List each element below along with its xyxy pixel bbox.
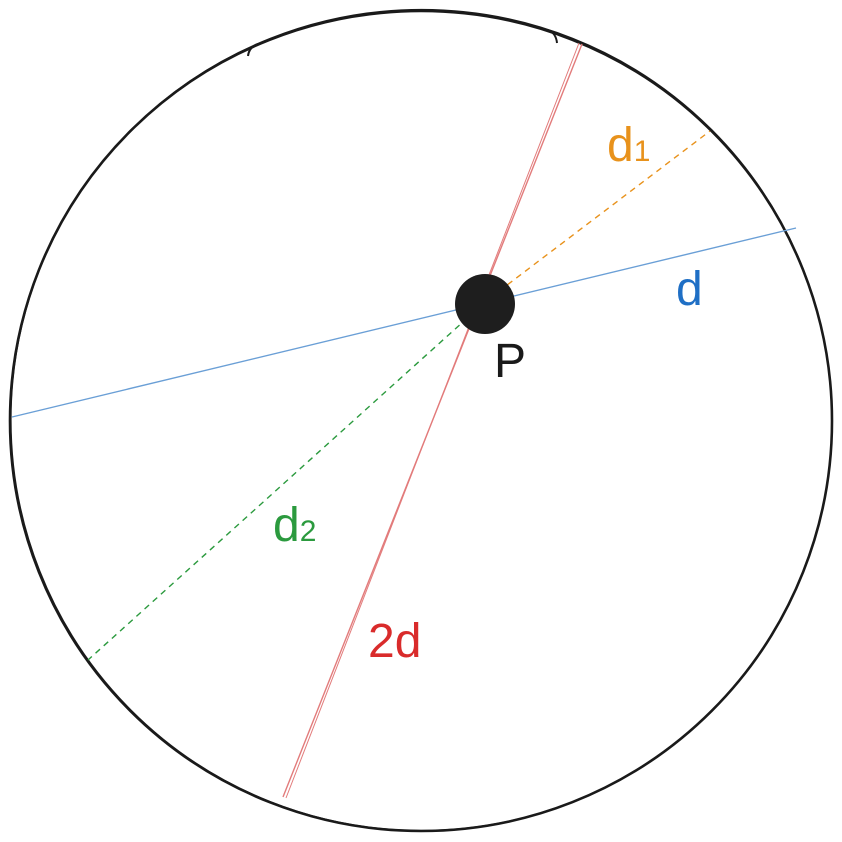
d1-label: d1 <box>607 119 650 172</box>
two-d-label: 2d <box>368 615 421 668</box>
d2-label: d2 <box>273 499 316 552</box>
outer-circle <box>8 8 834 833</box>
d1-segment <box>489 130 711 299</box>
point-p-label: P <box>494 335 526 388</box>
d-chord <box>11 227 797 418</box>
two-d-chord <box>282 42 583 799</box>
point-p-dot <box>455 274 515 334</box>
d2-segment <box>87 302 485 661</box>
d-label: d <box>676 263 703 316</box>
